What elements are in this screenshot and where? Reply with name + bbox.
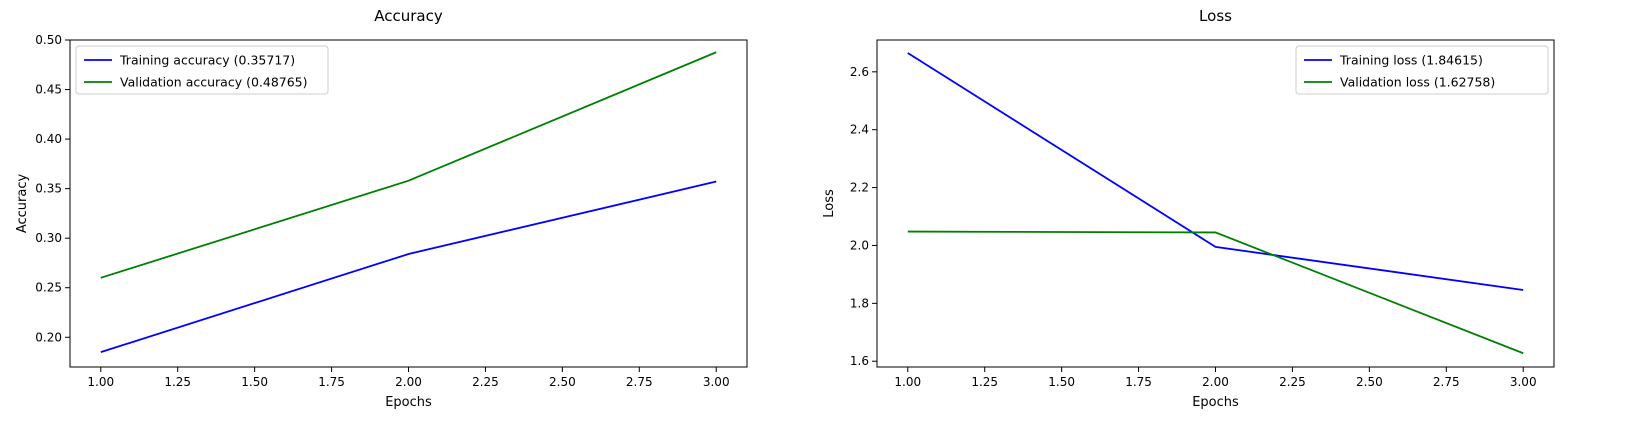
legend-entry: Training accuracy (0.35717) — [119, 53, 295, 68]
x-tick-label: 2.50 — [1356, 375, 1383, 389]
series-line-2 — [100, 51, 717, 279]
x-tick-label: 2.00 — [395, 375, 422, 389]
y-tick-label: 2.4 — [850, 123, 869, 137]
legend — [1295, 45, 1549, 95]
y-tick-label: 0.25 — [35, 281, 62, 295]
x-axis-label: Epochs — [385, 395, 432, 410]
legend-entry: Validation loss (1.62758) — [1340, 75, 1495, 90]
series-line-2 — [907, 230, 1524, 355]
x-tick-label: 2.00 — [1202, 375, 1229, 389]
x-tick-label: 2.75 — [626, 375, 653, 389]
y-tick-label: 2.0 — [850, 238, 869, 252]
accuracy-chart: 1.00 1.25 1.50 1.75 2.00 2.25 2.50 2.75 3.00 0.20… — [15, 7, 748, 410]
x-tick-label: 1.75 — [1125, 375, 1152, 389]
y-tick-label: 2.2 — [850, 181, 869, 195]
y-tick-label: 0.30 — [35, 231, 62, 245]
y-tick-label: 1.6 — [850, 354, 869, 368]
legend — [75, 45, 329, 95]
x-tick-label: 3.00 — [1510, 375, 1537, 389]
series-line-1 — [907, 52, 1524, 291]
y-tick-label: 0.40 — [35, 132, 62, 146]
x-tick-label: 2.25 — [1279, 375, 1306, 389]
y-tick-label: 0.45 — [35, 83, 62, 97]
x-tick-label: 3.00 — [703, 375, 730, 389]
x-tick-label: 1.00 — [87, 375, 114, 389]
y-tick-label: 0.35 — [35, 182, 62, 196]
chart-title: Accuracy — [374, 7, 443, 25]
x-tick-label: 1.25 — [971, 375, 998, 389]
x-tick-label: 1.50 — [1048, 375, 1075, 389]
x-tick-label: 2.75 — [1433, 375, 1460, 389]
x-tick-label: 1.75 — [318, 375, 345, 389]
x-tick-label: 2.25 — [472, 375, 499, 389]
x-axis-label: Epochs — [1192, 395, 1239, 410]
x-tick-label: 1.25 — [164, 375, 191, 389]
series-line-1 — [100, 180, 717, 353]
chart-title: Loss — [1199, 7, 1232, 25]
legend-entry: Training loss (1.84615) — [1339, 53, 1483, 68]
y-axis-label: Accuracy — [15, 174, 30, 234]
x-tick-label: 1.50 — [241, 375, 268, 389]
y-axis-label: Loss — [822, 189, 837, 218]
loss-chart: 1.00 1.25 1.50 1.75 2.00 2.25 2.50 2.75 3.00 1.6 1… — [822, 7, 1555, 410]
legend-entry: Validation accuracy (0.48765) — [120, 75, 308, 90]
x-tick-label: 2.50 — [549, 375, 576, 389]
y-tick-label: 1.8 — [850, 296, 869, 310]
y-tick-label: 2.6 — [850, 65, 869, 79]
y-tick-label: 0.20 — [35, 330, 62, 344]
y-tick-label: 0.50 — [35, 33, 62, 47]
x-tick-label: 1.00 — [894, 375, 921, 389]
